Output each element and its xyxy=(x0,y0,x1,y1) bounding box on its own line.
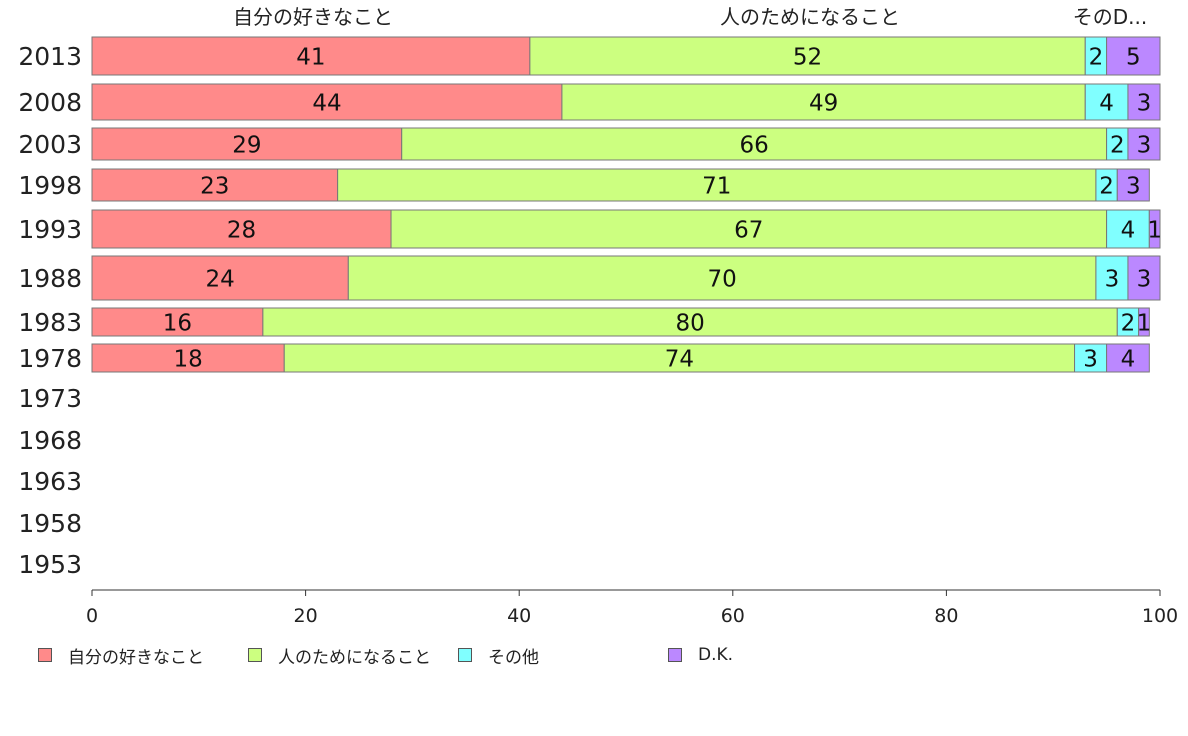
bar-segment xyxy=(390,209,1108,249)
legend-swatch-sonota xyxy=(458,648,472,662)
bar-segment xyxy=(1138,307,1150,337)
year-label: 2003 xyxy=(18,130,82,159)
bar-segment xyxy=(1095,255,1129,301)
bar-value-label: 74 xyxy=(665,346,694,372)
bar-value-label: 1 xyxy=(1147,217,1162,243)
bar-segment xyxy=(1148,209,1161,249)
bar-segment xyxy=(283,343,1076,373)
bar-value-label: 4 xyxy=(1121,217,1136,243)
bar-value-label: 23 xyxy=(200,173,229,199)
bars-group: 41 52 2 544 49 4 329 66 2 323 71 2 328 67 4 124 70 3 316 80… xyxy=(91,36,1162,373)
bar-value-label: 3 xyxy=(1137,132,1152,158)
bar-value-label: 1 xyxy=(1137,310,1152,336)
bar-segment xyxy=(529,36,1086,76)
top-series-label: 自分の好きなこと xyxy=(233,5,393,29)
bar-value-label: 16 xyxy=(163,310,192,336)
legend-item-dk: D.K. xyxy=(668,644,733,666)
legend-item-hito: 人のためになること xyxy=(248,644,431,668)
bar-segment xyxy=(1116,168,1150,202)
year-label: 1983 xyxy=(18,308,82,337)
bar-segment xyxy=(91,168,339,202)
legend-label-hito: 人のためになること xyxy=(278,647,431,668)
x-tick-label: 80 xyxy=(934,605,958,627)
bar-value-label: 24 xyxy=(206,266,235,292)
bar-value-label: 28 xyxy=(227,217,256,243)
bar-segment xyxy=(1127,255,1161,301)
bar-segment xyxy=(1127,127,1161,161)
bar-segment xyxy=(1127,83,1161,121)
bar-value-label: 49 xyxy=(809,90,838,116)
bar-segment xyxy=(91,209,392,249)
bar-segment xyxy=(262,307,1118,337)
bar-segment xyxy=(91,127,403,161)
bar-segment xyxy=(337,168,1097,202)
year-axis-labels: 2013 2008 2003 1998 1993 1988 1983 1978 1973 1968… xyxy=(18,42,82,579)
bar-value-label: 5 xyxy=(1126,44,1141,70)
bar-value-label: 2 xyxy=(1099,173,1114,199)
year-label: 1988 xyxy=(18,264,82,293)
year-label: 1958 xyxy=(18,509,82,538)
bar-value-label: 3 xyxy=(1126,173,1141,199)
legend-swatch-dk xyxy=(668,648,682,662)
x-tick-label: 40 xyxy=(507,605,531,627)
year-label: 1998 xyxy=(18,171,82,200)
top-series-label: そのD... xyxy=(1073,5,1147,29)
x-tick-label: 100 xyxy=(1142,605,1178,627)
top-series-label: 人のためになること xyxy=(720,5,900,29)
bar-value-label: 3 xyxy=(1137,90,1152,116)
bar-value-label: 41 xyxy=(296,44,325,70)
bar-value-label: 2 xyxy=(1089,44,1104,70)
bar-segment xyxy=(1106,343,1150,373)
bar-value-label: 29 xyxy=(232,132,261,158)
bar-segment xyxy=(1106,36,1161,76)
year-label: 2013 xyxy=(18,42,82,71)
legend-swatch-suki xyxy=(38,648,52,662)
bar-value-label: 71 xyxy=(702,173,731,199)
legend-label-dk: D.K. xyxy=(698,645,734,665)
bar-segment xyxy=(1074,343,1108,373)
year-label: 1968 xyxy=(18,426,82,455)
top-series-labels: 自分の好きなこと 人のためになること そのD... xyxy=(233,5,1147,29)
x-tick-label: 60 xyxy=(721,605,745,627)
bar-value-label: 3 xyxy=(1083,346,1098,372)
bar-value-label: 3 xyxy=(1105,266,1120,292)
bar-value-label: 67 xyxy=(734,217,763,243)
bar-segment xyxy=(1084,83,1129,121)
legend-label-suki: 自分の好きなこと xyxy=(68,647,204,668)
x-axis: 0 20 40 60 80 100 xyxy=(86,589,1178,627)
bar-segment xyxy=(561,83,1086,121)
bar-segment xyxy=(91,83,563,121)
bar-value-label: 2 xyxy=(1121,310,1136,336)
bar-segment xyxy=(91,36,531,76)
bar-segment xyxy=(91,307,264,337)
bar-segment xyxy=(91,343,285,373)
bar-value-label: 70 xyxy=(707,266,736,292)
legend: 自分の好きなこと 人のためになること その他 D.K. xyxy=(38,644,798,668)
bar-value-label: 4 xyxy=(1121,346,1136,372)
year-label: 2008 xyxy=(18,88,82,117)
bar-segment xyxy=(1106,209,1150,249)
bar-value-label: 3 xyxy=(1137,266,1152,292)
bar-value-label: 80 xyxy=(675,310,704,336)
year-label: 1993 xyxy=(18,215,82,244)
bar-segment xyxy=(401,127,1108,161)
year-label: 1963 xyxy=(18,467,82,496)
bar-value-label: 4 xyxy=(1099,90,1114,116)
year-label: 1973 xyxy=(18,384,82,413)
x-tick-label: 0 xyxy=(86,605,98,627)
year-label: 1978 xyxy=(18,344,82,373)
bar-value-label: 66 xyxy=(740,132,769,158)
legend-item-suki: 自分の好きなこと xyxy=(38,644,204,668)
bar-value-label: 18 xyxy=(173,346,202,372)
legend-label-sonota: その他 xyxy=(488,647,539,668)
bar-value-label: 2 xyxy=(1110,132,1125,158)
legend-swatch-hito xyxy=(248,648,262,662)
year-label: 1953 xyxy=(18,550,82,579)
legend-item-sonota: その他 xyxy=(458,644,539,668)
bar-segment xyxy=(347,255,1097,301)
bar-value-label: 52 xyxy=(793,44,822,70)
x-tick-label: 20 xyxy=(294,605,318,627)
bar-value-label: 44 xyxy=(312,90,341,116)
